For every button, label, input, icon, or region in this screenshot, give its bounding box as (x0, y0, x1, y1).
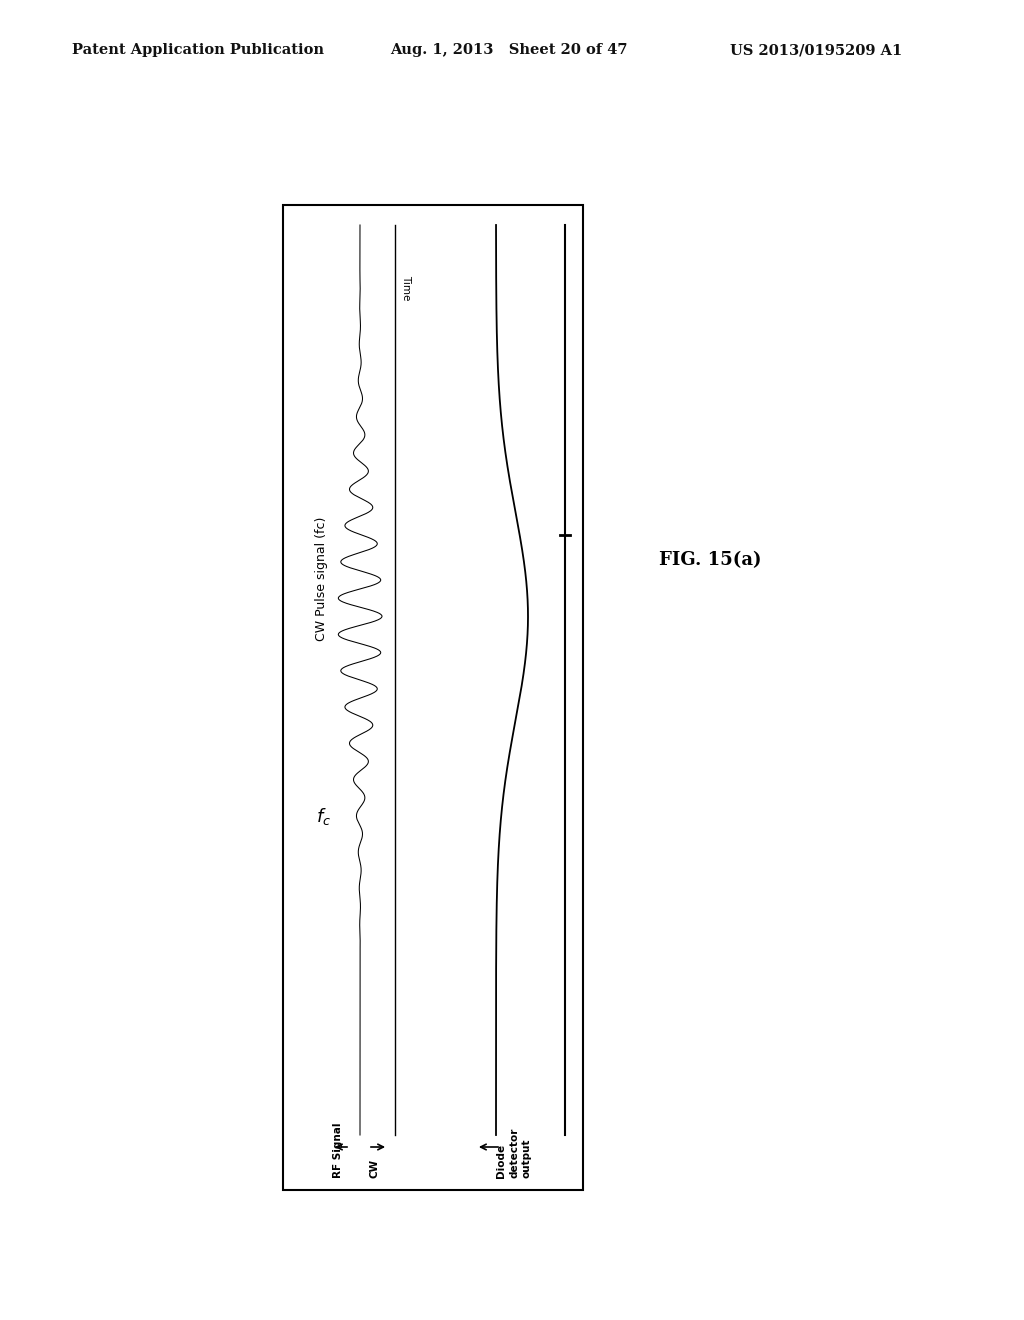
Bar (283, 205, 583, 1191)
Text: Diode: Diode (496, 1144, 506, 1177)
Text: CW: CW (369, 1159, 379, 1177)
Text: FIG. 15(a): FIG. 15(a) (658, 550, 761, 569)
Text: $f_c$: $f_c$ (316, 807, 331, 828)
Text: RF Signal: RF Signal (333, 1122, 343, 1177)
Text: detector: detector (509, 1127, 519, 1177)
Text: output: output (522, 1138, 532, 1177)
Text: CW Pulse signal (fc): CW Pulse signal (fc) (314, 517, 328, 642)
Text: Aug. 1, 2013   Sheet 20 of 47: Aug. 1, 2013 Sheet 20 of 47 (390, 44, 628, 57)
Text: Time: Time (401, 275, 411, 301)
Text: Patent Application Publication: Patent Application Publication (72, 44, 324, 57)
Text: US 2013/0195209 A1: US 2013/0195209 A1 (730, 44, 902, 57)
